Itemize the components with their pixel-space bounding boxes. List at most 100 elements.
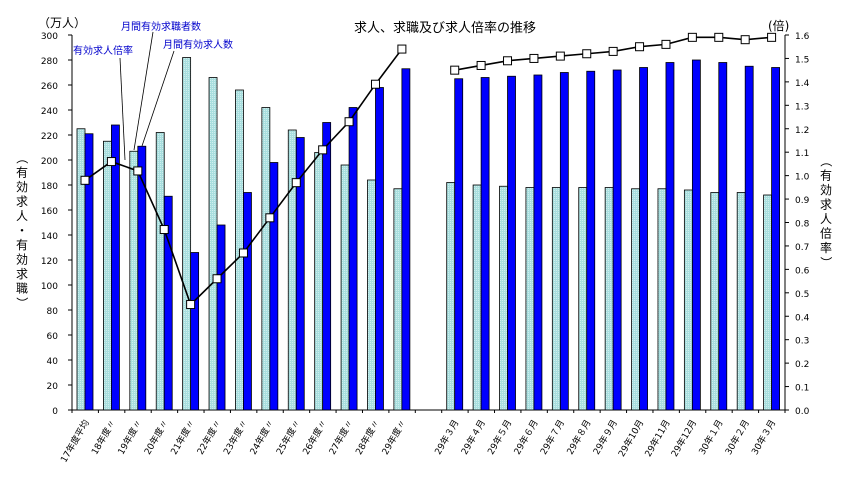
ratio-point (450, 65, 460, 75)
y2-tick-label: 1.1 (795, 149, 809, 159)
leader-openings (141, 50, 175, 147)
y2-tick-label: 0.0 (795, 407, 810, 417)
ratio-point (212, 274, 222, 284)
ratio-point (80, 175, 90, 185)
bar-job-openings (480, 77, 490, 411)
bar-job-seekers (472, 184, 482, 411)
bar-job-openings (322, 122, 332, 411)
ratio-point (106, 157, 116, 167)
svg-text:・: ・ (16, 224, 28, 238)
x-tick-label: 29年12月 (668, 418, 699, 459)
bar-job-openings (533, 74, 543, 411)
ratio-point (661, 39, 671, 49)
y2-tick-label: 0.7 (795, 243, 809, 253)
bar-job-openings (586, 70, 596, 411)
bar-job-openings (190, 252, 200, 411)
y2-tick-label: 0.1 (795, 384, 809, 394)
y2-tick-label: 0.2 (795, 360, 809, 370)
y2-tick-label: 0.9 (795, 196, 810, 206)
x-tick-label: 22年度〃 (194, 418, 224, 457)
ratio-point (133, 166, 143, 176)
x-tick-label: 20年度〃 (141, 418, 171, 457)
bar-job-openings (111, 124, 120, 411)
bar-job-seekers (155, 132, 165, 411)
bar-job-seekers (710, 192, 720, 411)
x-tick-label: 29年８月 (564, 418, 594, 457)
svg-text:（: （ (15, 152, 29, 164)
bar-job-openings (665, 62, 675, 411)
svg-text:効: 効 (16, 252, 28, 267)
bar-job-seekers (287, 129, 297, 411)
ratio-point (159, 225, 169, 235)
svg-text:人: 人 (820, 212, 832, 226)
svg-text:有: 有 (820, 169, 832, 183)
x-tick-label: 29年７月 (538, 418, 568, 457)
svg-text:有: 有 (16, 238, 28, 252)
y2-tick-label: 0.5 (795, 290, 809, 300)
bar-job-seekers (657, 188, 667, 411)
x-tick-label: 30年２月 (722, 418, 752, 457)
ratio-point (714, 32, 724, 42)
y-tick-label: 100 (41, 282, 58, 292)
y2-tick-label: 1.5 (795, 55, 809, 65)
bar-job-seekers (499, 185, 508, 411)
x-tick-label: 18年度〃 (89, 418, 119, 457)
y-tick-label: 160 (41, 207, 58, 217)
svg-text:有: 有 (16, 166, 28, 180)
bar-job-openings (163, 195, 173, 411)
x-tick-label: 21年度〃 (168, 418, 198, 457)
ratio-point (186, 300, 196, 310)
svg-text:）: ） (15, 297, 29, 309)
y-tick-label: 280 (41, 57, 58, 67)
svg-text:率: 率 (820, 240, 832, 255)
ratio-point (503, 56, 513, 66)
y-tick-label: 180 (41, 182, 58, 192)
svg-text:職: 職 (16, 282, 28, 296)
ratio-point (344, 117, 354, 127)
annotation-seekers: 月間有効求職者数 (121, 20, 201, 33)
right-unit: (倍) (768, 18, 789, 33)
x-tick-label: 27年度〃 (326, 418, 356, 457)
x-tick-label: 25年度〃 (273, 418, 303, 457)
bar-job-seekers (314, 152, 324, 411)
y2-tick-label: 1.6 (795, 32, 810, 42)
x-tick-label: 28年度〃 (353, 418, 383, 457)
bar-job-openings (243, 192, 252, 411)
bar-job-openings (744, 65, 754, 411)
ratio-point (635, 42, 645, 52)
x-tick-label: 29年10月 (616, 418, 647, 459)
bar-job-seekers (683, 189, 693, 411)
bar-job-seekers (393, 188, 403, 411)
ratio-point (291, 178, 301, 188)
bar-job-seekers (103, 140, 112, 411)
y-tick-label: 120 (41, 257, 58, 267)
bar-job-seekers (631, 188, 640, 411)
y-axis-label: （有効求人・有効求職） (15, 152, 29, 309)
x-tick-label: 29年９月 (590, 418, 620, 457)
x-tick-label: 29年11月 (642, 418, 673, 459)
svg-text:求: 求 (16, 267, 28, 281)
y2-tick-label: 1.2 (795, 126, 809, 136)
y2-tick-label: 0.3 (795, 337, 809, 347)
leader-ratio (119, 57, 126, 161)
bar-job-openings (559, 72, 569, 411)
y-tick-label: 240 (41, 107, 58, 117)
svg-text:人: 人 (16, 209, 28, 223)
x-tick-label: 29年３月 (432, 418, 462, 457)
bar-job-openings (269, 162, 279, 411)
y2-tick-label: 1.3 (795, 102, 809, 112)
x-tick-label: 26年度〃 (300, 418, 330, 457)
svg-text:求: 求 (16, 195, 28, 209)
bar-job-openings (507, 75, 516, 411)
bar-job-seekers (182, 57, 192, 411)
bar-job-seekers (551, 187, 561, 411)
bar-job-seekers (208, 77, 218, 411)
y-tick-label: 260 (41, 82, 58, 92)
annotation-ratio: 有効求人倍率 (73, 44, 133, 57)
ratio-point (265, 213, 275, 223)
svg-text:効: 効 (820, 182, 832, 197)
ratio-point (740, 35, 750, 45)
bar-job-seekers (129, 150, 139, 411)
bar-job-seekers (525, 187, 535, 411)
